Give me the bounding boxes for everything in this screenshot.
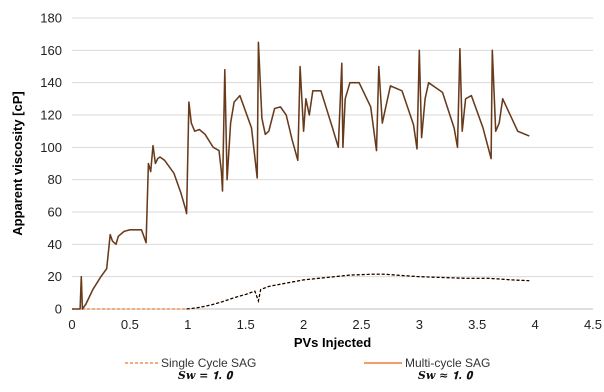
x-axis-label: PVs Injected <box>294 335 371 350</box>
y-tick-label: 120 <box>40 108 62 123</box>
x-tick-label: 2 <box>300 317 307 332</box>
x-tick-label: 0.5 <box>121 317 139 332</box>
y-tick-label: 20 <box>48 269 62 284</box>
y-tick-label: 40 <box>48 237 62 252</box>
x-tick-label: 4 <box>531 317 538 332</box>
legend-label-multi-cycle: Multi-cycle SAG <box>405 356 490 370</box>
y-tick-label: 140 <box>40 75 62 90</box>
legend-label-single-cycle: Single Cycle SAG <box>161 356 256 370</box>
y-tick-label: 180 <box>40 11 62 26</box>
series-overlay-multi-cycle <box>72 41 530 310</box>
y-axis-label: Apparent viscosity [cP] <box>10 91 25 236</box>
series-line-single-cycle <box>72 273 530 310</box>
x-tick-label: 4.5 <box>584 317 602 332</box>
y-tick-label: 0 <box>55 302 62 317</box>
tick-labels: 0 20 40 60 80 100 120 140 160 180 0 0.5 1 1.5 2 2.5 3 3.5… <box>40 11 602 333</box>
y-tick-label: 160 <box>40 43 62 58</box>
y-tick-label: 100 <box>40 140 62 155</box>
x-tick-label: 1.5 <box>237 317 255 332</box>
x-tick-label: 1 <box>184 317 191 332</box>
series-overlay-single-cycle <box>186 273 530 310</box>
legend-sublabel-multi-cycle: 𝑺𝒘 ≈ 𝟏. 𝟎 <box>418 369 474 382</box>
x-tick-label: 2.5 <box>352 317 370 332</box>
gridlines <box>72 17 593 310</box>
series-lines <box>72 41 530 310</box>
x-tick-label: 3 <box>416 317 423 332</box>
x-tick-label: 0 <box>68 317 75 332</box>
y-tick-label: 60 <box>48 205 62 220</box>
legend-sublabel-single-cycle: 𝑺𝒘 = 𝟏. 𝟎 <box>178 369 234 382</box>
x-tick-label: 3.5 <box>468 317 486 332</box>
y-tick-label: 80 <box>48 172 62 187</box>
legend: Single Cycle SAG 𝑺𝒘 = 𝟏. 𝟎 Multi-cycle S… <box>125 356 490 382</box>
